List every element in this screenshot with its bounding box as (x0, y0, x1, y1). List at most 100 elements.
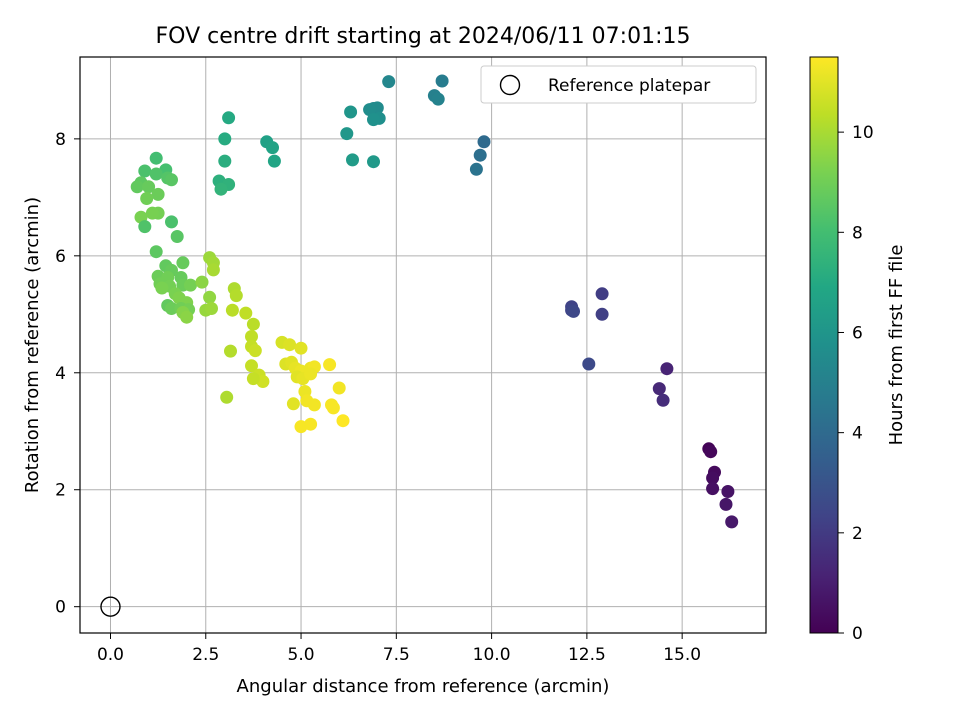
colorbar-tick-label: 4 (852, 424, 863, 444)
y-tick-label: 2 (55, 481, 66, 501)
data-point (165, 215, 178, 229)
x-tick-label: 15.0 (663, 645, 701, 665)
data-point (248, 344, 262, 358)
data-point (367, 155, 380, 169)
data-point (719, 497, 733, 511)
data-point (706, 471, 720, 485)
x-tick-label: 7.5 (383, 645, 410, 665)
data-points (130, 74, 739, 529)
colorbar-tick-label: 8 (852, 223, 863, 243)
data-point (346, 153, 359, 167)
data-point (149, 167, 163, 181)
data-point (473, 148, 487, 162)
data-point (363, 103, 377, 117)
data-point (142, 180, 156, 194)
data-point (214, 182, 228, 196)
data-point (431, 92, 445, 106)
data-point (140, 192, 154, 205)
data-point (165, 302, 178, 315)
data-point (218, 154, 232, 168)
x-axis-label: Angular distance from reference (arcmin) (237, 676, 610, 697)
data-point (245, 359, 258, 373)
colorbar (809, 56, 839, 634)
data-point (145, 206, 159, 220)
data-point (595, 287, 609, 301)
data-point (582, 357, 596, 371)
data-point (195, 275, 209, 289)
data-point (222, 111, 236, 125)
data-point (220, 390, 234, 404)
data-point (294, 341, 308, 355)
data-point (477, 135, 491, 149)
colorbar-tick-label: 2 (852, 524, 863, 544)
data-point (704, 445, 718, 459)
data-point (205, 302, 218, 315)
data-point (567, 304, 580, 318)
plot-frame (79, 56, 767, 634)
data-point (218, 132, 232, 146)
x-tick-label: 2.5 (192, 645, 219, 665)
data-point (367, 113, 380, 127)
x-tick-label: 0.0 (97, 645, 124, 665)
data-point (245, 330, 258, 343)
data-point (206, 263, 220, 277)
data-point (176, 256, 190, 270)
legend-marker (499, 74, 521, 96)
data-point (138, 164, 152, 178)
data-point (656, 393, 670, 407)
data-point (706, 482, 720, 496)
legend-label: Reference platepar (548, 76, 710, 96)
data-point (323, 358, 337, 372)
data-point (180, 310, 194, 324)
reference-marker (100, 596, 121, 617)
data-point (721, 485, 735, 498)
x-axis-ticks: 0.0 2.5 5.0 7.5 10.0 12.5 15.0 (97, 633, 701, 665)
data-point (344, 105, 358, 119)
colorbar-tick-label: 6 (852, 323, 863, 343)
data-point (149, 151, 163, 165)
colorbar-ticks: 0 2 4 6 8 10 (838, 123, 874, 644)
data-point (336, 414, 350, 428)
data-point (307, 398, 321, 412)
data-point (652, 382, 666, 396)
data-point (304, 367, 318, 381)
data-point (239, 306, 253, 320)
y-axis-ticks: 0 2 4 6 8 (55, 130, 80, 618)
data-point (660, 362, 674, 376)
x-tick-label: 10.0 (473, 645, 511, 665)
data-point (203, 290, 217, 304)
data-point (155, 281, 169, 295)
data-point (304, 417, 318, 431)
data-point (382, 75, 396, 89)
data-point (246, 372, 260, 386)
data-point (184, 278, 197, 292)
data-point (340, 127, 354, 141)
data-point (151, 187, 165, 201)
data-point (165, 173, 178, 187)
y-tick-label: 0 (55, 598, 66, 618)
data-point (170, 230, 184, 243)
y-tick-label: 6 (55, 247, 66, 267)
data-point (246, 317, 260, 331)
data-point (283, 338, 297, 352)
y-tick-label: 4 (55, 364, 66, 384)
data-point (130, 180, 144, 194)
data-point (332, 381, 346, 395)
reference-point (100, 596, 121, 617)
colorbar-tick-label: 10 (852, 123, 874, 143)
chart-title: FOV centre drift starting at 2024/06/11 … (156, 24, 691, 49)
y-axis-label: Rotation from reference (arcmin) (22, 197, 43, 493)
data-point (469, 162, 483, 176)
data-point (286, 397, 300, 411)
data-point (267, 154, 281, 168)
colorbar-label: Hours from first FF file (886, 245, 907, 446)
data-point (435, 74, 449, 88)
data-point (326, 401, 340, 415)
legend: Reference platepar (480, 65, 757, 104)
data-point (138, 220, 152, 234)
x-tick-label: 5.0 (288, 645, 315, 665)
colorbar-tick-label: 0 (852, 624, 863, 644)
y-tick-label: 8 (55, 130, 66, 150)
